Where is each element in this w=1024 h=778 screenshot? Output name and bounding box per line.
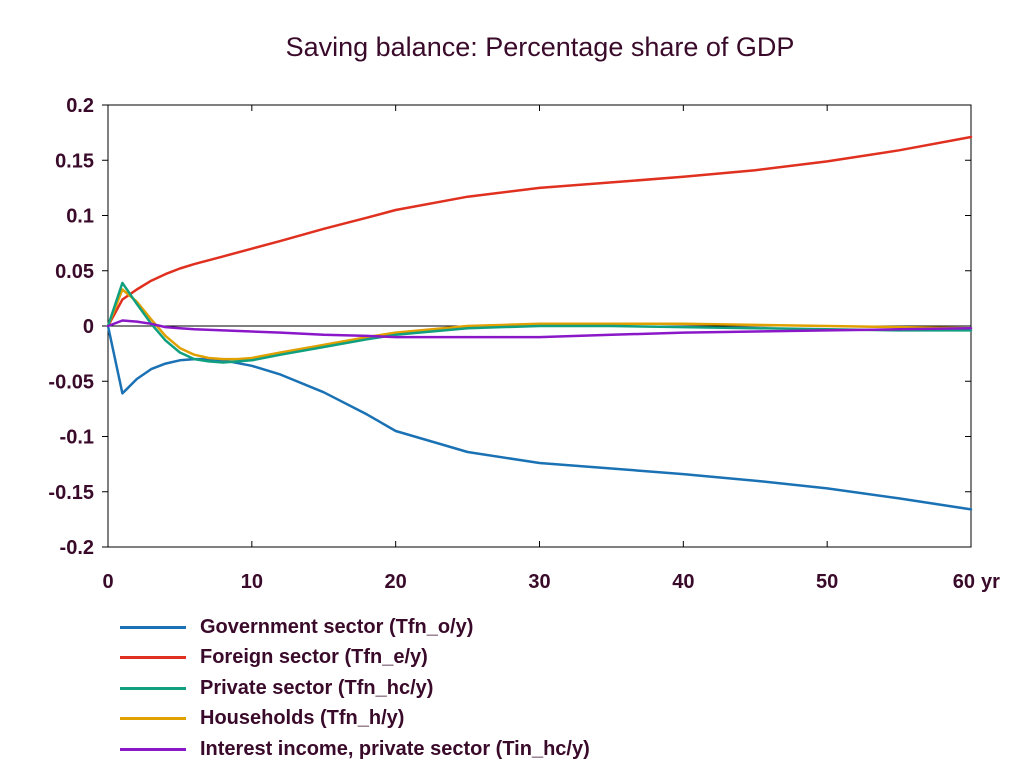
series-line-1	[106, 324, 973, 511]
legend-swatch	[120, 625, 186, 629]
legend-item: Foreign sector (Tfn_e/y)	[120, 643, 590, 674]
x-tick-label: 20	[385, 571, 407, 593]
y-tick-label: 0	[83, 316, 94, 338]
series-line-5	[106, 319, 973, 339]
legend: Government sector (Tfn_o/y) Foreign secto…	[120, 612, 590, 765]
legend-label: Government sector (Tfn_o/y)	[200, 615, 474, 638]
x-tick-label: 30	[528, 571, 550, 593]
legend-swatch	[120, 717, 186, 721]
legend-item: Interest income, private sector (Tin_hc/…	[120, 734, 590, 765]
y-tick-label: -0.1	[60, 427, 94, 449]
legend-item: Private sector (Tfn_hc/y)	[120, 673, 590, 704]
x-tick-label: 0	[102, 571, 113, 593]
legend-swatch	[120, 686, 186, 690]
legend-swatch	[120, 747, 186, 751]
series-layer	[106, 135, 973, 511]
x-tick-label: 40	[672, 571, 694, 593]
series-line-2	[106, 135, 973, 328]
x-unit-label: yr	[981, 571, 1000, 593]
legend-item: Government sector (Tfn_o/y)	[120, 612, 590, 643]
legend-label: Interest income, private sector (Tin_hc/…	[200, 737, 590, 760]
y-tick-label: -0.15	[48, 482, 94, 504]
x-tick-label: 10	[241, 571, 263, 593]
series-line-3	[106, 281, 973, 364]
legend-label: Households (Tfn_h/y)	[200, 707, 405, 730]
y-tick-label: 0.2	[66, 95, 94, 117]
y-tick-label: 0.05	[55, 261, 94, 283]
y-tick-label: 0.1	[66, 206, 94, 228]
legend-swatch	[120, 656, 186, 660]
legend-item: Households (Tfn_h/y)	[120, 704, 590, 735]
x-tick-label: 50	[816, 571, 838, 593]
series-line-4	[106, 288, 973, 361]
y-tick-label: -0.2	[60, 537, 94, 559]
y-tick-label: 0.15	[55, 150, 94, 172]
legend-label: Foreign sector (Tfn_e/y)	[200, 646, 428, 669]
legend-label: Private sector (Tfn_hc/y)	[200, 676, 434, 699]
chart-title: Saving balance: Percentage share of GDP	[285, 32, 795, 62]
axes-layer: 0.2 0.15 0.1 0.05 0 -0.05 -0.1 -0.15 -0.2 0 10 20 30…	[48, 95, 1000, 593]
y-tick-label: -0.05	[48, 371, 94, 393]
x-tick-label: 60	[953, 571, 975, 593]
